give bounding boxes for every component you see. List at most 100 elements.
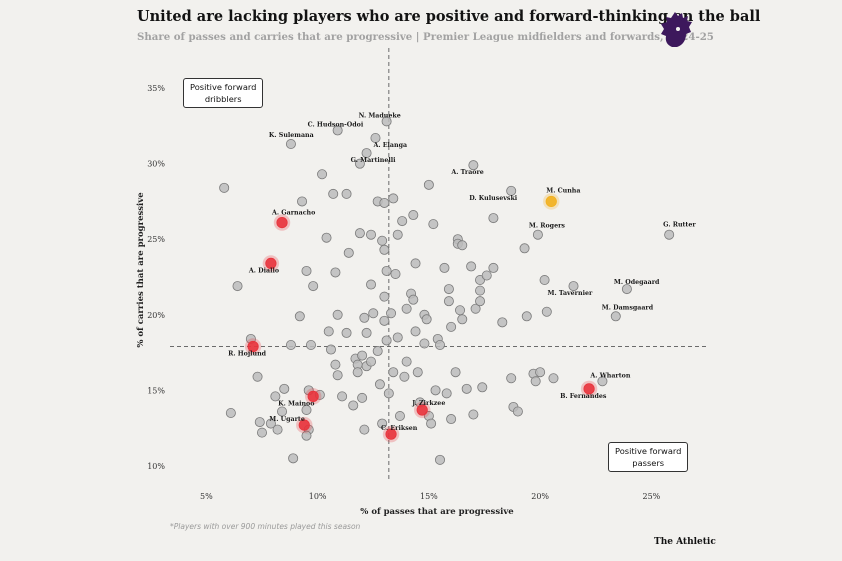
data-point: [294, 311, 305, 322]
point-label: K. Sulemana: [269, 132, 314, 139]
callout-positive-forward-dribblers: Positive forward dribblers: [183, 78, 264, 108]
point-label: B. Fernandes: [560, 393, 607, 400]
labeled-data-point: [381, 116, 392, 127]
data-point: [381, 265, 392, 276]
data-point: [421, 314, 432, 325]
data-point: [401, 303, 412, 314]
point-label: A. Wharton: [589, 372, 630, 379]
point-label: M. Rogers: [529, 223, 566, 230]
data-point: [397, 216, 408, 227]
labeled-data-point: [583, 383, 595, 395]
labeled-data-point: [285, 139, 296, 150]
data-point: [468, 409, 479, 420]
point-label: M. Ugarte: [269, 416, 305, 423]
data-point: [519, 243, 530, 254]
data-point: [285, 339, 296, 350]
labeled-data-point: [532, 229, 543, 240]
data-point: [354, 158, 365, 169]
point-label: M. Tavernier: [548, 290, 593, 297]
data-point: [332, 309, 343, 320]
labeled-data-point: [370, 132, 381, 143]
point-label: A. Traore: [450, 169, 483, 176]
data-point: [461, 383, 472, 394]
callout-passers-line2: passers: [632, 458, 665, 468]
callout-passers-line1: Positive forward: [615, 446, 682, 456]
point-label: J. Zirkzee: [411, 400, 445, 407]
data-point: [399, 371, 410, 382]
data-point: [394, 411, 405, 422]
data-point: [401, 356, 412, 367]
data-point: [477, 382, 488, 393]
lion-eye: [676, 27, 680, 31]
data-point: [372, 346, 383, 357]
data-point: [390, 268, 401, 279]
data-point: [512, 406, 523, 417]
data-point: [357, 392, 368, 403]
labeled-data-point: [307, 390, 319, 402]
x-tick-label: 20%: [531, 492, 549, 501]
points-layer: [219, 158, 559, 465]
point-label: M. Cunha: [546, 187, 580, 194]
data-point: [386, 308, 397, 319]
data-point: [332, 370, 343, 381]
labeled-data-point: [265, 257, 277, 269]
data-point: [457, 314, 468, 325]
labeled-data-point: [545, 195, 557, 208]
point-label: C. Hudson-Odoi: [308, 121, 364, 128]
data-point: [475, 285, 486, 296]
data-point: [359, 312, 370, 323]
data-point: [254, 417, 265, 428]
point-label: G. Rutter: [663, 222, 696, 229]
data-point: [455, 305, 466, 316]
data-point: [388, 367, 399, 378]
x-tick-label: 15%: [420, 492, 438, 501]
point-label: A. Elanga: [372, 142, 407, 149]
data-point: [366, 356, 377, 367]
data-point: [443, 284, 454, 295]
data-point: [317, 169, 328, 180]
point-label: K. Mainoo: [278, 400, 314, 407]
labeled-data-point: [416, 404, 428, 416]
data-point: [408, 210, 419, 221]
labeled-data-point: [361, 148, 372, 159]
data-point: [434, 339, 445, 350]
y-tick-label: 15%: [147, 386, 165, 395]
data-point: [541, 306, 552, 317]
chart-subtitle: Share of passes and carries that are pro…: [137, 31, 714, 43]
data-point: [256, 427, 267, 438]
data-point: [457, 240, 468, 251]
data-point: [219, 182, 230, 193]
data-point: [328, 188, 339, 199]
data-point: [450, 367, 461, 378]
data-point: [506, 373, 517, 384]
callout-dribblers-line1: Positive forward: [190, 82, 257, 92]
data-point: [343, 247, 354, 258]
data-point: [352, 367, 363, 378]
data-point: [441, 388, 452, 399]
data-point: [366, 279, 377, 290]
labeled-data-point: [298, 419, 310, 431]
data-point: [265, 418, 276, 429]
data-point: [446, 414, 457, 425]
data-point: [272, 424, 283, 435]
labeled-data-point: [610, 311, 621, 322]
x-tick-label: 10%: [309, 492, 327, 501]
data-point: [410, 258, 421, 269]
data-point: [481, 270, 492, 281]
callout-dribblers-line2: dribblers: [204, 94, 242, 104]
data-point: [446, 321, 457, 332]
data-point: [539, 275, 550, 286]
data-point: [475, 296, 486, 307]
y-axis-title: % of carries that are progressive: [136, 192, 146, 348]
data-point: [279, 383, 290, 394]
data-point: [379, 244, 390, 255]
data-point: [423, 179, 434, 190]
data-point: [330, 267, 341, 278]
data-point: [470, 303, 481, 314]
point-label: R. Hojlund: [228, 351, 267, 358]
data-point: [374, 379, 385, 390]
data-point: [305, 339, 316, 350]
data-point: [361, 327, 372, 338]
data-point: [377, 418, 388, 429]
point-label: A. Diallo: [248, 267, 279, 274]
